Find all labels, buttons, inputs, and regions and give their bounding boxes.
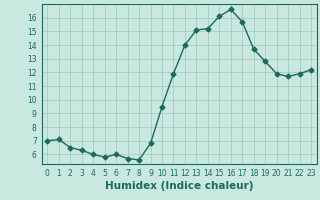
X-axis label: Humidex (Indice chaleur): Humidex (Indice chaleur) — [105, 181, 253, 191]
